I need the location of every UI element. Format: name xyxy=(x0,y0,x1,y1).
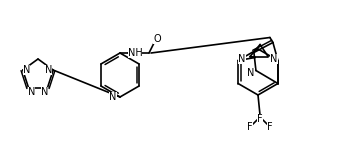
Text: N: N xyxy=(270,54,277,63)
Text: N: N xyxy=(238,54,246,63)
Text: N: N xyxy=(41,87,48,97)
Text: N: N xyxy=(45,65,52,75)
Text: N: N xyxy=(247,68,255,78)
Text: N: N xyxy=(23,65,30,75)
Text: F: F xyxy=(257,114,263,124)
Text: F: F xyxy=(247,122,253,132)
Text: N: N xyxy=(28,87,35,97)
Text: N: N xyxy=(109,92,117,102)
Text: NH: NH xyxy=(128,48,142,58)
Text: O: O xyxy=(153,34,161,44)
Text: F: F xyxy=(267,122,273,132)
